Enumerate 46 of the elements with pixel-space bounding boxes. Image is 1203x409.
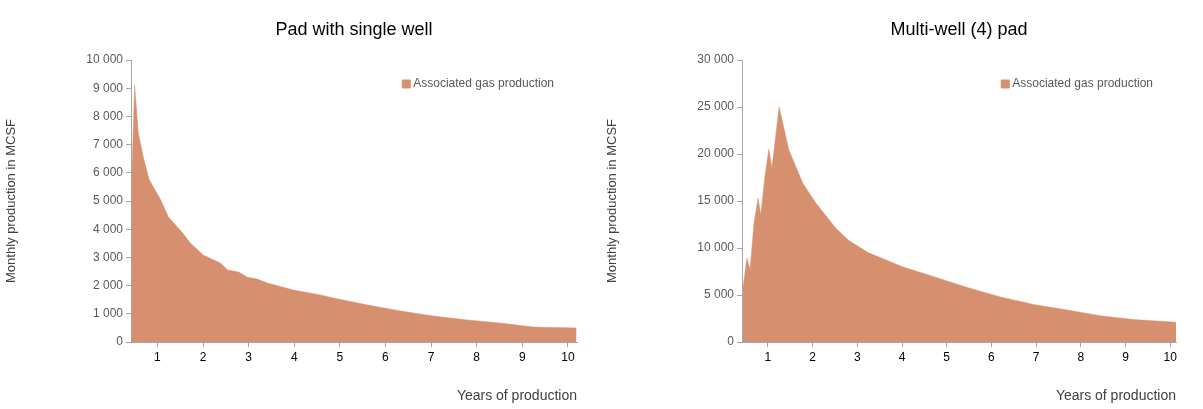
y-tick-label: 4 000 <box>92 221 124 236</box>
y-tick-label: 1 000 <box>92 306 124 321</box>
x-tick-label: 5 <box>336 349 344 364</box>
y-tick-label: 7 000 <box>92 136 124 151</box>
y-tick-label: 5 000 <box>703 287 735 302</box>
y-tick-label: 0 <box>116 334 124 349</box>
x-tick-label: 1 <box>764 349 772 364</box>
y-tick-label: 3 000 <box>92 249 124 264</box>
x-tick-label: 9 <box>518 349 526 364</box>
x-tick-label: 7 <box>1032 349 1040 364</box>
x-tick-label: 4 <box>898 349 906 364</box>
chart-title: Multi-well (4) pad <box>890 18 1028 39</box>
y-tick-label: 2 000 <box>92 277 124 292</box>
y-tick-label: 20 000 <box>697 146 735 161</box>
y-tick-label: 8 000 <box>92 108 124 123</box>
chart-title: Pad with single well <box>275 18 433 39</box>
x-tick-label: 9 <box>1122 349 1130 364</box>
y-tick-label: 25 000 <box>697 99 735 114</box>
y-axis-title: Monthly production in MCSF <box>604 118 620 284</box>
y-tick-label: 15 000 <box>697 193 735 208</box>
x-tick-label: 3 <box>853 349 861 364</box>
x-tick-label: 2 <box>199 349 207 364</box>
y-tick-label: 10 000 <box>697 240 735 255</box>
x-tick-label: 6 <box>382 349 390 364</box>
x-axis-title: Years of production <box>1055 387 1176 404</box>
x-tick-label: 8 <box>473 349 481 364</box>
legend-label: Associated gas production <box>413 76 555 91</box>
x-tick-label: 7 <box>427 349 435 364</box>
y-tick-label: 9 000 <box>92 80 124 95</box>
x-tick-label: 5 <box>943 349 951 364</box>
x-tick-label: 3 <box>245 349 253 364</box>
x-tick-label: 10 <box>1163 349 1178 364</box>
y-tick-label: 30 000 <box>697 52 735 67</box>
x-axis-title: Years of production <box>456 387 577 404</box>
x-tick-label: 1 <box>154 349 162 364</box>
x-tick-label: 2 <box>809 349 817 364</box>
x-tick-label: 6 <box>988 349 996 364</box>
y-tick-label: 10 000 <box>86 52 124 67</box>
x-tick-label: 10 <box>561 349 575 364</box>
y-tick-label: 0 <box>727 334 735 349</box>
x-tick-label: 8 <box>1077 349 1085 364</box>
y-tick-label: 6 000 <box>92 165 124 180</box>
y-tick-label: 5 000 <box>92 193 124 208</box>
y-axis-title: Monthly production in MCSF <box>3 118 19 284</box>
legend-label: Associated gas production <box>1012 76 1154 91</box>
x-tick-label: 4 <box>290 349 298 364</box>
